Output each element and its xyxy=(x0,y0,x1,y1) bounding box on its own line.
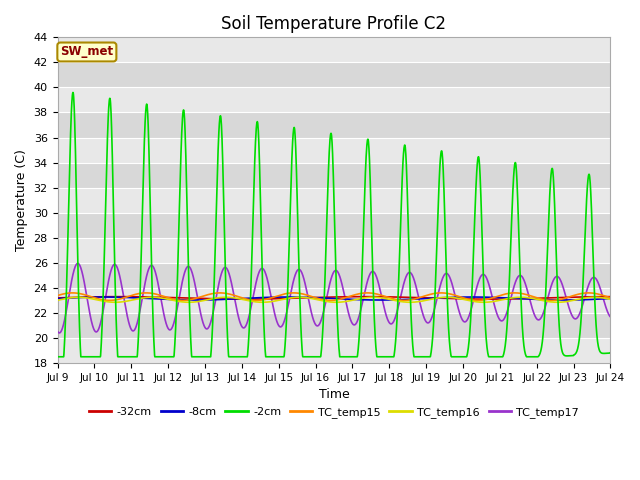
Bar xyxy=(58,338,611,363)
Text: SW_met: SW_met xyxy=(60,46,113,59)
Y-axis label: Temperature (C): Temperature (C) xyxy=(15,149,28,251)
Bar xyxy=(58,188,611,213)
Bar xyxy=(58,62,611,87)
X-axis label: Time: Time xyxy=(319,388,349,401)
Bar xyxy=(58,313,611,338)
Bar xyxy=(58,163,611,188)
Title: Soil Temperature Profile C2: Soil Temperature Profile C2 xyxy=(221,15,447,33)
Bar xyxy=(58,263,611,288)
Bar xyxy=(58,238,611,263)
Legend: -32cm, -8cm, -2cm, TC_temp15, TC_temp16, TC_temp17: -32cm, -8cm, -2cm, TC_temp15, TC_temp16,… xyxy=(84,403,584,422)
Bar xyxy=(58,288,611,313)
Bar xyxy=(58,138,611,163)
Bar xyxy=(58,213,611,238)
Bar xyxy=(58,87,611,112)
Bar xyxy=(58,112,611,138)
Bar xyxy=(58,37,611,62)
